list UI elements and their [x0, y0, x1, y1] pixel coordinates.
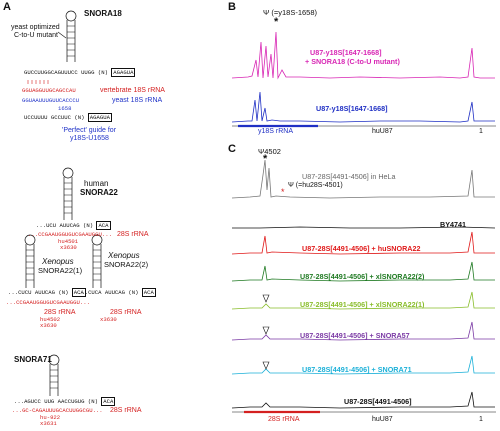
panel-c-axis-mid: huU87	[372, 416, 393, 423]
xsnora22-2-loop	[91, 234, 103, 246]
panel-b-star: *	[274, 16, 279, 28]
panel-c-label-hela: U87-28S[4491-4506] in HeLa	[302, 172, 396, 181]
yeast-18s-number: 1658	[58, 105, 72, 112]
panel-c-red-star: *	[281, 187, 285, 197]
panel-c-label-by4741: BY4741	[440, 220, 466, 229]
panel-b-axis-mid: huU87	[372, 128, 393, 135]
snora18-guide-strand: GUCCUUGGCAGUUUCC UUGG (N) AGAGUA	[24, 68, 136, 77]
panel-c-label-xl22-2: U87-28S[4491-4506] + xlSNORA22(2)	[300, 272, 425, 281]
panel-b-trace1-label-1: U87-y18S[1647-1668]	[310, 48, 382, 57]
snora71-rrna-seq: ...GC-CAGAUUUGCACUUGGCGU...	[12, 407, 103, 414]
panel-c-label-snora71: U87-28S[4491-4506] + SNORA71	[302, 365, 412, 374]
snora22-strand: ...UCU AUUCAG (N) ACA	[36, 221, 111, 230]
panel-c-trace-hela	[231, 159, 495, 199]
panel-b-psi-label: Ψ (=y18S-1658)	[263, 8, 318, 17]
panel-a-letter: A	[3, 1, 11, 13]
snora22-title-2: SNORA22	[80, 188, 118, 197]
panel-c-trace-snora71	[231, 355, 495, 375]
panel-b-axis-left: y18S rRNA	[258, 128, 294, 135]
panel-c-trace-xl22-2	[231, 261, 495, 282]
panel-b-trace1-label-2: + SNORA18 (C-to-U mutant)	[305, 57, 400, 66]
xsnora22-1-title-2: SNORA22(1)	[38, 266, 83, 275]
panel-c-psi-secondary: Ψ (=hu28S-4501)	[288, 182, 343, 189]
snora22-rrna-seq: ...CCGAAUGGUGUCGAAUGGU...	[28, 231, 112, 238]
panel-c-star: *	[263, 153, 268, 165]
panel-b-letter: B	[228, 1, 236, 13]
panel-b-trace-blue	[231, 91, 495, 123]
snora71-title: SNORA71	[14, 355, 52, 364]
xsnora22-2-rrna-label: 28S rRNA	[110, 309, 142, 316]
snora71-loop	[48, 354, 60, 366]
snora18-mutant-note-2: C-to-U mutant	[14, 32, 58, 39]
xsnora22-2-strand: ...CUCA AUUCAG (N) ACA	[78, 288, 156, 297]
panel-c-psi-top: Ψ4502	[258, 147, 281, 156]
snora22-rrna-label: 28S rRNA	[117, 231, 149, 238]
panel-c-trace-snora57	[231, 321, 495, 341]
yeast-18s-label: yeast 18S rRNA	[112, 97, 163, 104]
snora71-strand: ...AGUCC UUG AACCUGUG (N) ACA	[14, 397, 116, 406]
xsnora22-2-title-1: Xenopus	[108, 251, 140, 260]
xsnora22-1-num-1: hu4502	[40, 316, 61, 323]
panel-c-arrowhead-2	[262, 326, 270, 335]
panel-c-arrowhead-3	[262, 361, 270, 370]
snora71-num-2: x3631	[40, 420, 57, 427]
snora22-num-1: hu4501	[58, 238, 79, 245]
panel-c-label-husnora22: U87-28S[4491-4506] + huSNORA22	[302, 244, 421, 253]
perfect-guide-label-2: y18S-U1658	[70, 135, 109, 142]
snora18-lower-strand: UCCUUUU GCCUUC (N) AGAGUA	[24, 113, 112, 122]
panel-c-arrowhead-1	[262, 294, 270, 303]
vertebrate-18s-seq: GGUAGGUUGCAGCCAU	[22, 87, 76, 94]
yeast-18s-seq: GGUAAUUUGUUCACCCU	[22, 97, 80, 104]
xsnora22-1-title-1: Xenopus	[42, 257, 74, 266]
snora18-title: SNORA18	[84, 9, 122, 18]
vertebrate-18s-label: vertebrate 18S rRNA	[100, 87, 165, 94]
snora22-loop	[62, 167, 74, 179]
snora18-loop	[65, 10, 77, 22]
panel-c-trace-xl22-1	[231, 291, 495, 310]
mutant-arrow	[57, 31, 67, 39]
panel-c-label-u87: U87-28S[4491-4506]	[344, 397, 412, 406]
perfect-guide-label-1: 'Perfect' guide for	[62, 127, 117, 134]
panel-c-label-snora57: U87-28S[4491-4506] + SNORA57	[300, 331, 410, 340]
xsnora22-1-rrna-seq: ...CCGAAUGGUGUCGAAUGGU...	[6, 299, 90, 306]
xsnora22-2-title-2: SNORA22(2)	[104, 260, 149, 269]
panel-c-trace-u87	[231, 391, 495, 409]
snora22-num-2: x3630	[60, 244, 77, 251]
xsnora22-2-num-1: x3630	[100, 316, 117, 323]
xsnora22-1-strand: ...CUCU AUUCAG (N) ACA	[8, 288, 86, 297]
xsnora22-1-loop	[24, 234, 36, 246]
snora71-rrna-label: 28S rRNA	[110, 407, 142, 414]
snora22-title-1: human	[84, 179, 109, 188]
panel-b-trace2-label: U87-y18S[1647-1668]	[316, 104, 388, 113]
xsnora22-1-rrna-label: 28S rRNA	[44, 309, 76, 316]
panel-c-trace-husnora22	[231, 231, 495, 255]
panel-c-axis-left: 28S rRNA	[268, 416, 300, 423]
panel-c-trace-by4741	[232, 226, 496, 229]
panel-c-label-xl22-1: U87-28S[4491-4506] + xlSNORA22(1)	[300, 300, 425, 309]
snora18-mutant-note-1: yeast optimized	[11, 24, 60, 31]
panel-c-axis-right: 1	[479, 416, 483, 423]
panel-b-trace-magenta	[231, 31, 495, 80]
panel-b-axis-right: 1	[479, 128, 483, 135]
xsnora22-1-num-2: x3630	[40, 322, 57, 329]
panel-c-letter: C	[228, 143, 236, 155]
snora71-num-1: hu-922	[40, 414, 61, 421]
